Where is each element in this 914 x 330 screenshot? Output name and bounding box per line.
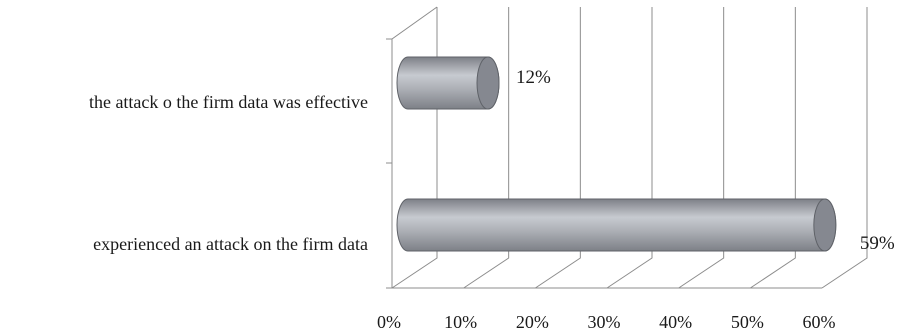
- x-tick-label: 40%: [659, 312, 692, 330]
- data-label: 12%: [516, 67, 551, 88]
- x-tick-label: 60%: [803, 312, 836, 330]
- category-label: experienced an attack on the firm data: [93, 234, 368, 254]
- gridline: [750, 7, 796, 289]
- x-tick-label: 20%: [516, 312, 549, 330]
- x-tick-label: 0%: [377, 312, 401, 330]
- gridline: [606, 7, 653, 289]
- category-label: the attack o the firm data was effective: [89, 92, 368, 112]
- axis: [386, 6, 822, 289]
- bar-end-cap: [476, 56, 500, 110]
- gridline: [821, 7, 868, 289]
- gridline: [463, 7, 510, 289]
- bar: [396, 198, 837, 252]
- x-tick-label: 50%: [731, 312, 764, 330]
- gridlines: [391, 7, 868, 289]
- data-label: 59%: [860, 233, 895, 254]
- labels: 0% 10% 20% 30% 40% 50% 60% the attack o the fir…: [89, 67, 895, 330]
- gridline: [535, 7, 581, 289]
- bars: [396, 56, 837, 252]
- gridline: [678, 7, 725, 289]
- bar-end-cap: [813, 198, 837, 252]
- x-tick-label: 30%: [588, 312, 621, 330]
- x-tick-label: 10%: [444, 312, 477, 330]
